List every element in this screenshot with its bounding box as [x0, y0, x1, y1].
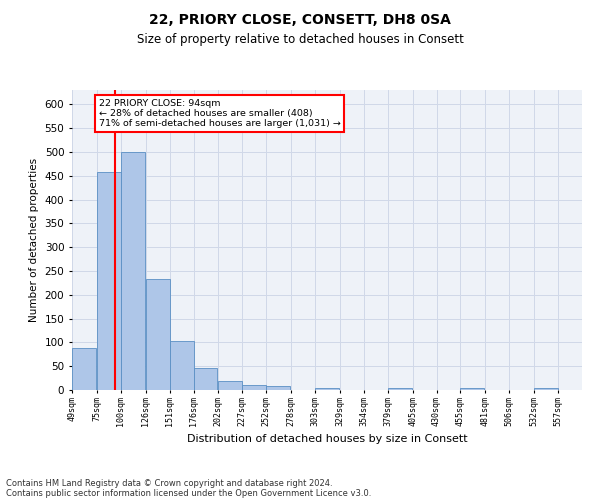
Text: Contains public sector information licensed under the Open Government Licence v3: Contains public sector information licen…: [6, 488, 371, 498]
Y-axis label: Number of detached properties: Number of detached properties: [29, 158, 39, 322]
Text: Contains HM Land Registry data © Crown copyright and database right 2024.: Contains HM Land Registry data © Crown c…: [6, 478, 332, 488]
Bar: [170, 341, 194, 390]
Bar: [97, 172, 121, 390]
Bar: [242, 385, 266, 390]
Text: 22, PRIORY CLOSE, CONSETT, DH8 0SA: 22, PRIORY CLOSE, CONSETT, DH8 0SA: [149, 12, 451, 26]
Bar: [315, 388, 339, 390]
Bar: [534, 388, 558, 390]
Bar: [146, 279, 170, 390]
Bar: [72, 348, 96, 390]
Text: Size of property relative to detached houses in Consett: Size of property relative to detached ho…: [137, 32, 463, 46]
Bar: [121, 152, 145, 390]
Bar: [388, 388, 412, 390]
X-axis label: Distribution of detached houses by size in Consett: Distribution of detached houses by size …: [187, 434, 467, 444]
Bar: [460, 388, 484, 390]
Text: 22 PRIORY CLOSE: 94sqm
← 28% of detached houses are smaller (408)
71% of semi-de: 22 PRIORY CLOSE: 94sqm ← 28% of detached…: [99, 98, 341, 128]
Bar: [266, 386, 290, 390]
Bar: [218, 381, 242, 390]
Bar: [194, 368, 217, 390]
